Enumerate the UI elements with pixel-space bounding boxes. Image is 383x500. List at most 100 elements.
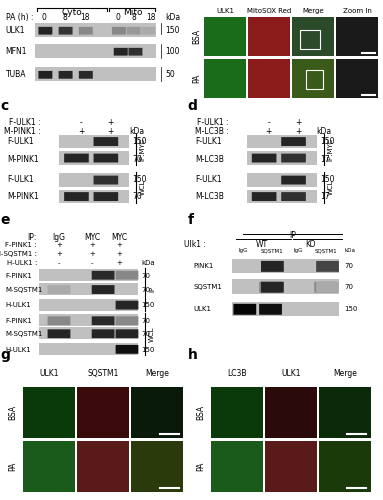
Text: ULK1: ULK1 — [39, 369, 59, 378]
Text: +: + — [117, 251, 123, 257]
Text: F-ULK1: F-ULK1 — [8, 138, 34, 146]
Text: TUBA: TUBA — [6, 70, 26, 79]
Text: 150: 150 — [142, 346, 155, 352]
Text: g: g — [0, 348, 10, 362]
Text: M-LC3B :: M-LC3B : — [195, 127, 228, 136]
Text: WCL: WCL — [140, 180, 146, 196]
Text: Merge: Merge — [302, 8, 324, 14]
Text: M-SQSTM1: M-SQSTM1 — [6, 331, 43, 337]
Text: 70: 70 — [142, 287, 151, 293]
Text: SQSTM1: SQSTM1 — [87, 369, 119, 378]
Text: 0: 0 — [42, 13, 47, 22]
Text: +: + — [265, 127, 272, 136]
Bar — [77, 440, 129, 492]
Text: ULK1: ULK1 — [6, 26, 25, 35]
FancyBboxPatch shape — [116, 271, 138, 280]
Text: M-SQSTM1: M-SQSTM1 — [6, 287, 43, 293]
Text: MitoSOX Red: MitoSOX Red — [247, 8, 291, 14]
Text: PA (h) :: PA (h) : — [6, 13, 33, 22]
Text: 8: 8 — [62, 13, 67, 22]
FancyBboxPatch shape — [259, 282, 282, 292]
Text: -: - — [80, 118, 82, 128]
FancyBboxPatch shape — [47, 330, 70, 338]
Text: 150: 150 — [165, 26, 180, 35]
Text: kDa: kDa — [165, 13, 181, 22]
Text: IgG: IgG — [238, 248, 248, 253]
Text: Mito: Mito — [123, 8, 142, 17]
Text: a: a — [0, 0, 10, 3]
Text: ULK1: ULK1 — [281, 369, 301, 378]
Text: F-PINK1: F-PINK1 — [6, 272, 33, 278]
Bar — [39, 268, 138, 280]
Text: M-LC3B: M-LC3B — [195, 154, 224, 164]
FancyBboxPatch shape — [47, 285, 70, 294]
Text: PA: PA — [8, 462, 18, 471]
Text: 70: 70 — [344, 264, 353, 270]
FancyBboxPatch shape — [47, 316, 70, 325]
Text: 50: 50 — [165, 70, 175, 79]
Text: c: c — [0, 99, 8, 113]
FancyBboxPatch shape — [116, 330, 138, 338]
Text: h: h — [188, 348, 198, 362]
FancyBboxPatch shape — [79, 27, 93, 34]
Text: 70: 70 — [142, 272, 151, 278]
Text: F-ULK1: F-ULK1 — [195, 176, 222, 184]
Text: -: - — [58, 260, 60, 266]
Text: +: + — [295, 118, 301, 128]
Bar — [211, 386, 263, 438]
Text: F-PINK1: F-PINK1 — [6, 318, 33, 324]
Bar — [59, 151, 129, 164]
Text: Merge: Merge — [145, 369, 169, 378]
Bar — [336, 16, 378, 56]
Text: 70: 70 — [142, 318, 151, 324]
Text: SQSTM1: SQSTM1 — [193, 284, 222, 290]
Text: +: + — [107, 127, 114, 136]
Text: 150: 150 — [142, 302, 155, 308]
FancyBboxPatch shape — [127, 27, 141, 34]
Bar — [39, 327, 138, 339]
Text: PINK1: PINK1 — [193, 264, 214, 270]
Bar — [59, 190, 129, 203]
FancyBboxPatch shape — [38, 27, 52, 34]
Text: b: b — [188, 0, 198, 3]
FancyBboxPatch shape — [281, 176, 306, 184]
Bar — [336, 58, 378, 98]
FancyBboxPatch shape — [59, 27, 73, 34]
Text: IP: IP — [149, 286, 155, 292]
FancyBboxPatch shape — [261, 261, 284, 272]
Text: F-ULK1 :: F-ULK1 : — [197, 118, 228, 128]
Text: +: + — [89, 251, 95, 257]
FancyBboxPatch shape — [233, 304, 256, 315]
FancyBboxPatch shape — [114, 48, 128, 56]
Bar — [204, 58, 246, 98]
Bar — [248, 58, 290, 98]
FancyBboxPatch shape — [116, 316, 138, 325]
Text: 100: 100 — [165, 46, 180, 56]
Text: 150: 150 — [133, 138, 147, 146]
FancyBboxPatch shape — [112, 27, 126, 34]
Bar — [131, 386, 183, 438]
Bar — [211, 440, 263, 492]
Text: LC3B: LC3B — [227, 369, 247, 378]
Bar — [232, 280, 339, 293]
Text: MYC: MYC — [84, 232, 100, 241]
Text: ULK1: ULK1 — [216, 8, 234, 14]
Text: BSA: BSA — [8, 404, 18, 420]
Text: PA: PA — [193, 74, 202, 83]
Bar — [247, 173, 316, 186]
Text: MFN1: MFN1 — [6, 46, 27, 56]
Text: H-ULK1: H-ULK1 — [6, 346, 31, 352]
FancyBboxPatch shape — [281, 154, 306, 162]
Bar — [247, 151, 316, 164]
Bar — [248, 16, 290, 56]
Bar — [292, 58, 334, 98]
Text: 150: 150 — [320, 176, 335, 184]
Text: IP:MYC: IP:MYC — [327, 138, 334, 160]
Bar — [77, 386, 129, 438]
Text: KO: KO — [306, 240, 316, 250]
Bar — [131, 440, 183, 492]
Text: +: + — [295, 127, 301, 136]
FancyBboxPatch shape — [38, 71, 52, 78]
Text: -: - — [267, 118, 270, 128]
Text: +: + — [117, 242, 123, 248]
